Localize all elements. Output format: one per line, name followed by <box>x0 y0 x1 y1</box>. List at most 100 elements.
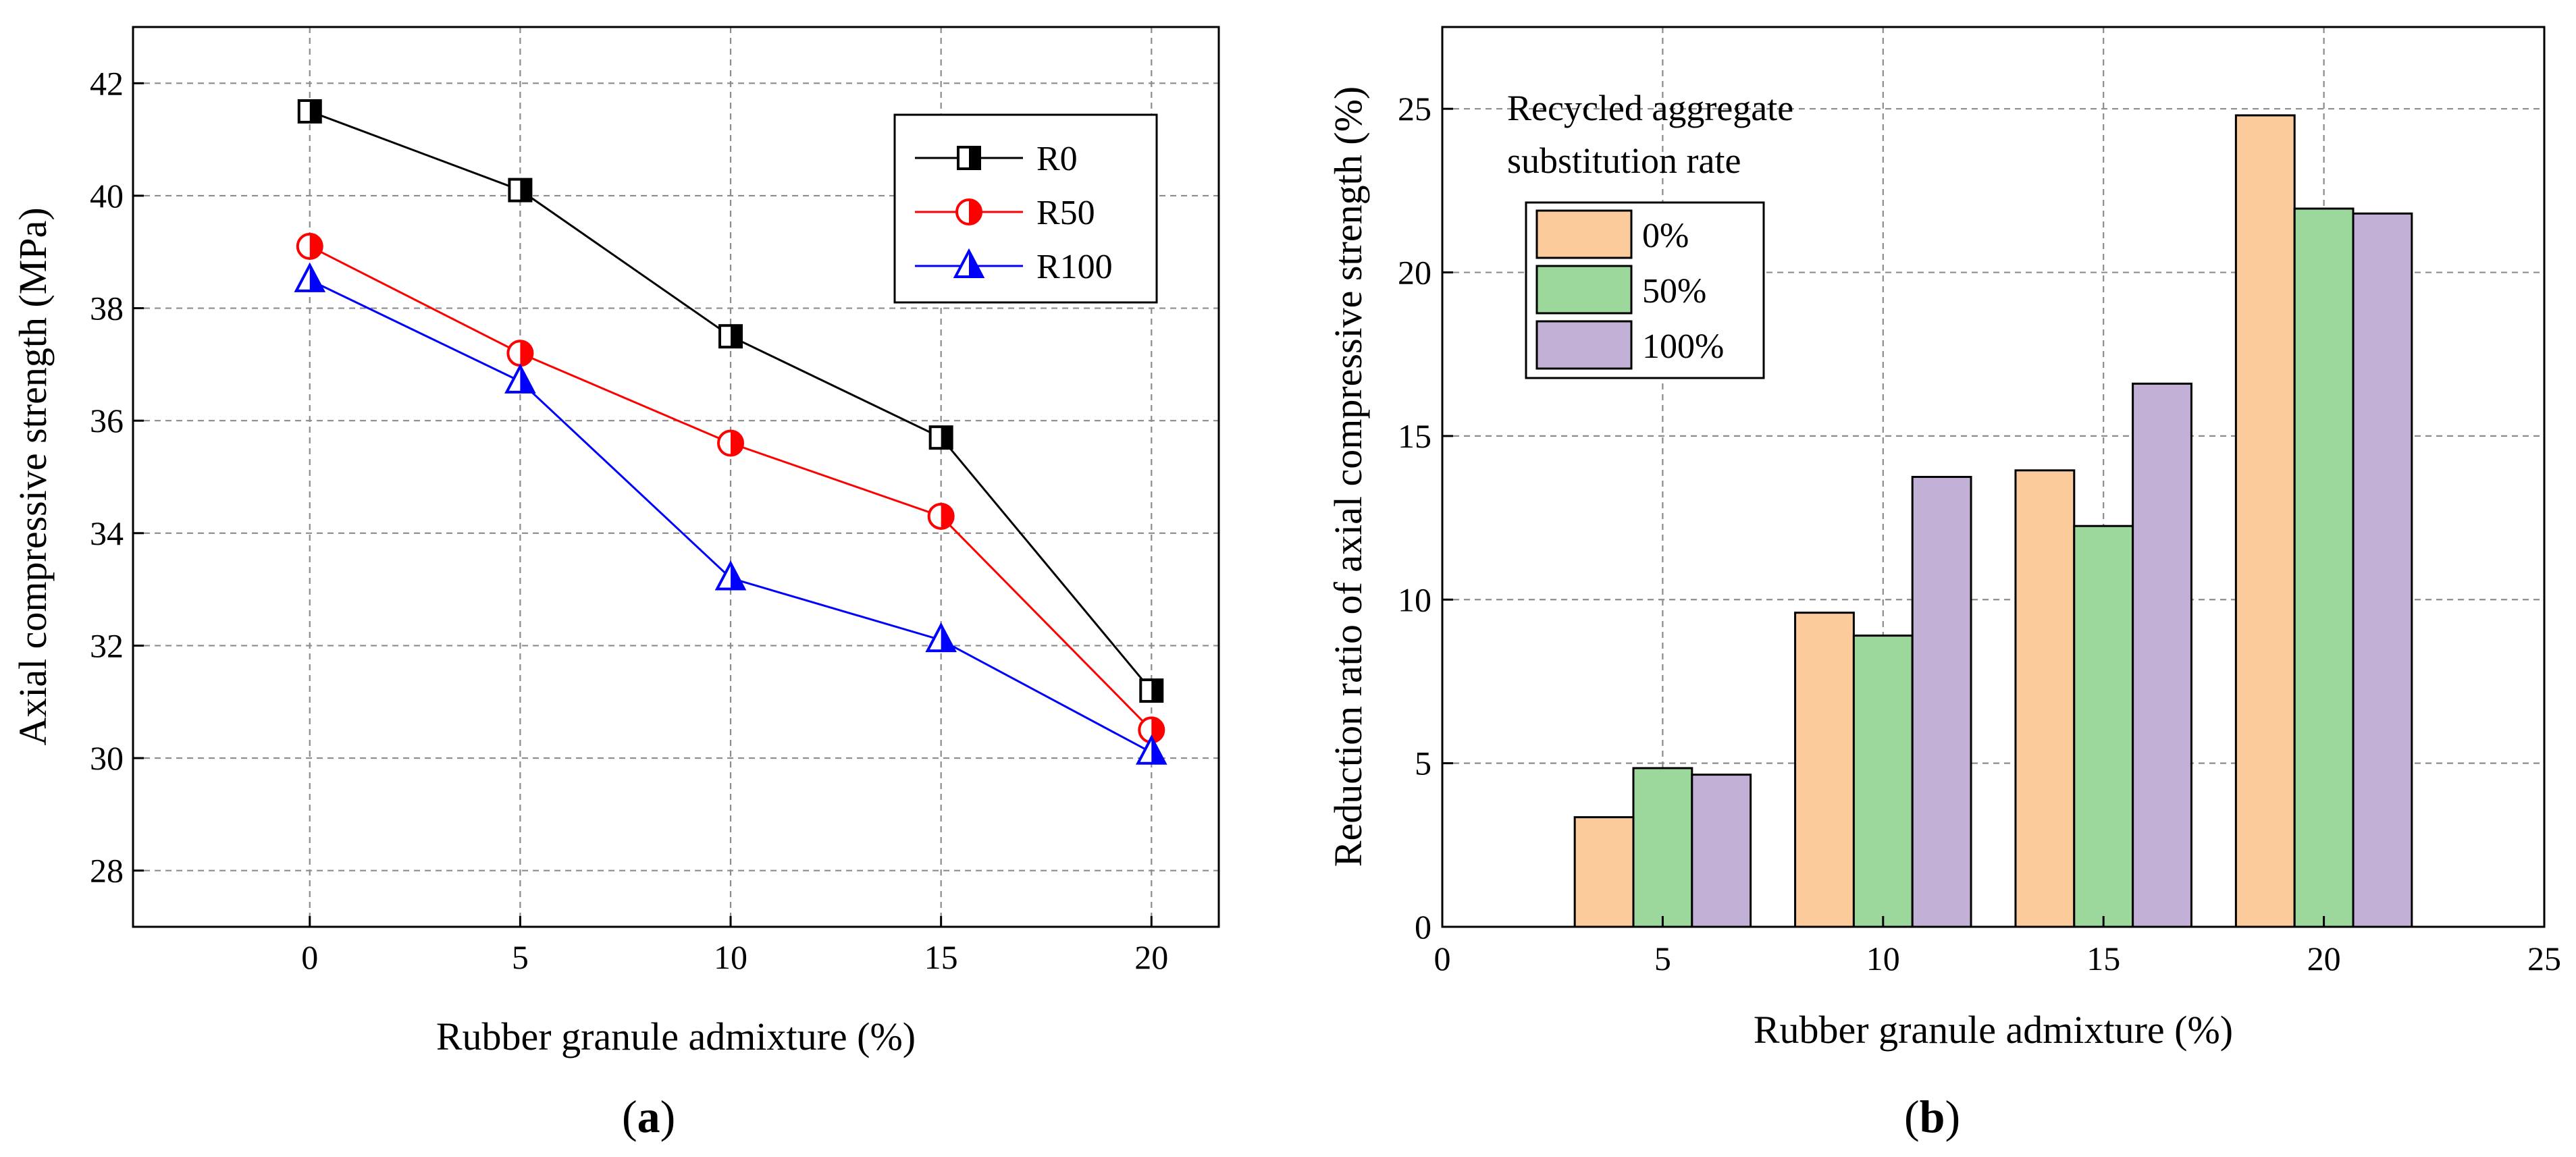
panel-b-legend-title-line-2: substitution rate <box>1507 140 1741 181</box>
panel-b-x-tick-label: 25 <box>2527 940 2561 977</box>
series-r0 <box>297 99 1164 703</box>
panel-a-x-axis-label: Rubber granule admixture (%) <box>436 1015 916 1058</box>
marker-fill <box>731 325 742 348</box>
panel-b-y-tick-label: 0 <box>1415 908 1431 946</box>
series-r100-point <box>504 363 536 394</box>
panel-b-legend: Recycled aggregate substitution rate 0% 5… <box>1507 88 1793 379</box>
legend-item-r50: R50 <box>915 194 1095 232</box>
marker-fill <box>969 147 980 169</box>
legend-label: 50% <box>1642 272 1706 311</box>
legend-item-50pct: 50% <box>1535 265 1706 315</box>
bar-100pct-at-5 <box>1691 774 1752 928</box>
bar-0pct-at-10 <box>1794 612 1855 928</box>
bar-0pct-at-5 <box>1573 816 1635 928</box>
marker-fill <box>969 251 982 277</box>
marker-fill <box>969 200 981 224</box>
marker-fill <box>941 427 952 449</box>
marker-fill <box>520 179 531 201</box>
legend-swatch <box>1535 209 1633 259</box>
marker-fill <box>520 366 534 392</box>
bar-0pct-at-20 <box>2234 114 2296 928</box>
panel-a-y-tick-label: 34 <box>90 514 124 552</box>
panel-b-x-tick-label: 10 <box>1866 940 1900 977</box>
panel-a-x-tick-label: 0 <box>301 938 318 976</box>
panel-a-y-tick-label: 30 <box>90 739 124 777</box>
series-r100-point <box>294 262 326 292</box>
bar-50pct-at-10 <box>1852 635 1914 928</box>
panel-b-caption: (b) <box>1904 1091 1960 1142</box>
panel-b-x-axis-label: Rubber granule admixture (%) <box>1754 1008 2233 1052</box>
panel-b-x-tick-label: 5 <box>1654 940 1671 977</box>
series-r0-point <box>718 324 743 349</box>
series-r50-point <box>1138 716 1165 744</box>
marker-fill <box>1151 718 1164 743</box>
panel-a-plot-frame <box>132 26 1220 928</box>
legend-label: 0% <box>1642 217 1689 255</box>
legend-label: R50 <box>1036 194 1095 232</box>
marker-fill <box>309 234 322 259</box>
legend-label: R100 <box>1036 248 1113 286</box>
panel-a-caption: (a) <box>622 1091 675 1142</box>
panel-b-legend-title-line-1: Recycled aggregate <box>1507 88 1793 128</box>
bar-50pct-at-15 <box>2073 524 2134 928</box>
marker-fill <box>941 625 955 651</box>
series-r50-point <box>927 502 955 530</box>
series-r0-point <box>508 178 533 203</box>
panel-b-y-tick-label: 15 <box>1398 417 1431 455</box>
series-r100-point <box>1135 734 1167 765</box>
marker-fill <box>1151 737 1165 763</box>
marker-fill <box>731 431 743 456</box>
series-r0-point <box>928 425 953 450</box>
series-r50 <box>296 232 1165 744</box>
panel-a-axis-ticks: 0 5 10 15 20 28 30 32 34 36 38 40 42 <box>90 64 1168 976</box>
panel-a-y-tick-label: 28 <box>90 852 124 890</box>
panel-a-y-tick-label: 36 <box>90 402 124 439</box>
bar-100pct-at-20 <box>2352 212 2413 928</box>
panel-b-y-tick-label: 25 <box>1398 90 1431 128</box>
legend-item-r0: R0 <box>915 140 1078 178</box>
panel-b-y-tick-label: 10 <box>1398 581 1431 618</box>
panel-a-x-tick-label: 5 <box>512 938 529 976</box>
series-r100 <box>294 262 1167 765</box>
panel-b-y-tick-label: 20 <box>1398 254 1431 292</box>
legend-item-100pct: 100% <box>1535 320 1724 370</box>
bar-50pct-at-20 <box>2293 207 2355 928</box>
marker-fill <box>309 265 323 291</box>
panel-a-line-chart: 0 5 10 15 20 28 30 32 34 36 38 40 42 R0 R50 R100 Rubbe… <box>11 26 1220 1142</box>
panel-b-x-tick-label: 15 <box>2086 940 2120 977</box>
panel-a-y-axis-label: Axial compressive strength (MPa) <box>11 207 55 745</box>
panel-a-series <box>294 99 1167 765</box>
panel-a-y-tick-label: 32 <box>90 626 124 664</box>
legend-marker <box>957 146 981 170</box>
panel-b-bar-chart: 0 5 10 15 20 25 0 5 10 15 20 25 Recycled aggregate … <box>1326 26 2561 1142</box>
legend-marker <box>955 198 982 225</box>
legend-swatch <box>1535 320 1633 370</box>
series-r100-point <box>714 560 747 591</box>
marker-fill <box>731 563 745 589</box>
bar-50pct-at-5 <box>1632 767 1693 928</box>
panel-a-legend: R0 R50 R100 <box>893 113 1158 304</box>
panel-a-x-tick-label: 10 <box>714 938 747 976</box>
panel-a-y-tick-label: 42 <box>90 64 124 102</box>
series-r0-point <box>1139 678 1164 703</box>
legend-item-r100: R100 <box>915 248 1113 286</box>
panel-a-x-tick-label: 15 <box>924 938 958 976</box>
marker-fill <box>309 100 321 122</box>
panel-b-axis-ticks: 0 5 10 15 20 25 0 5 10 15 20 25 <box>1398 90 2561 977</box>
bar-0pct-at-15 <box>2014 469 2076 928</box>
panel-b-x-tick-label: 20 <box>2307 940 2341 977</box>
series-r50-point <box>506 340 534 367</box>
series-r50-point <box>296 232 323 260</box>
panel-b-y-tick-label: 5 <box>1415 745 1431 782</box>
series-r100-point <box>925 622 957 653</box>
legend-item-0pct: 0% <box>1535 209 1689 259</box>
panel-b-x-tick-label: 0 <box>1434 940 1451 977</box>
bar-100pct-at-10 <box>1911 476 1972 928</box>
series-r50-point <box>717 429 745 457</box>
panel-b-y-axis-label: Reduction ratio of axial compressive str… <box>1326 86 1370 867</box>
series-r0-point <box>297 99 322 124</box>
legend-marker <box>953 248 985 278</box>
marker-fill <box>941 504 953 529</box>
